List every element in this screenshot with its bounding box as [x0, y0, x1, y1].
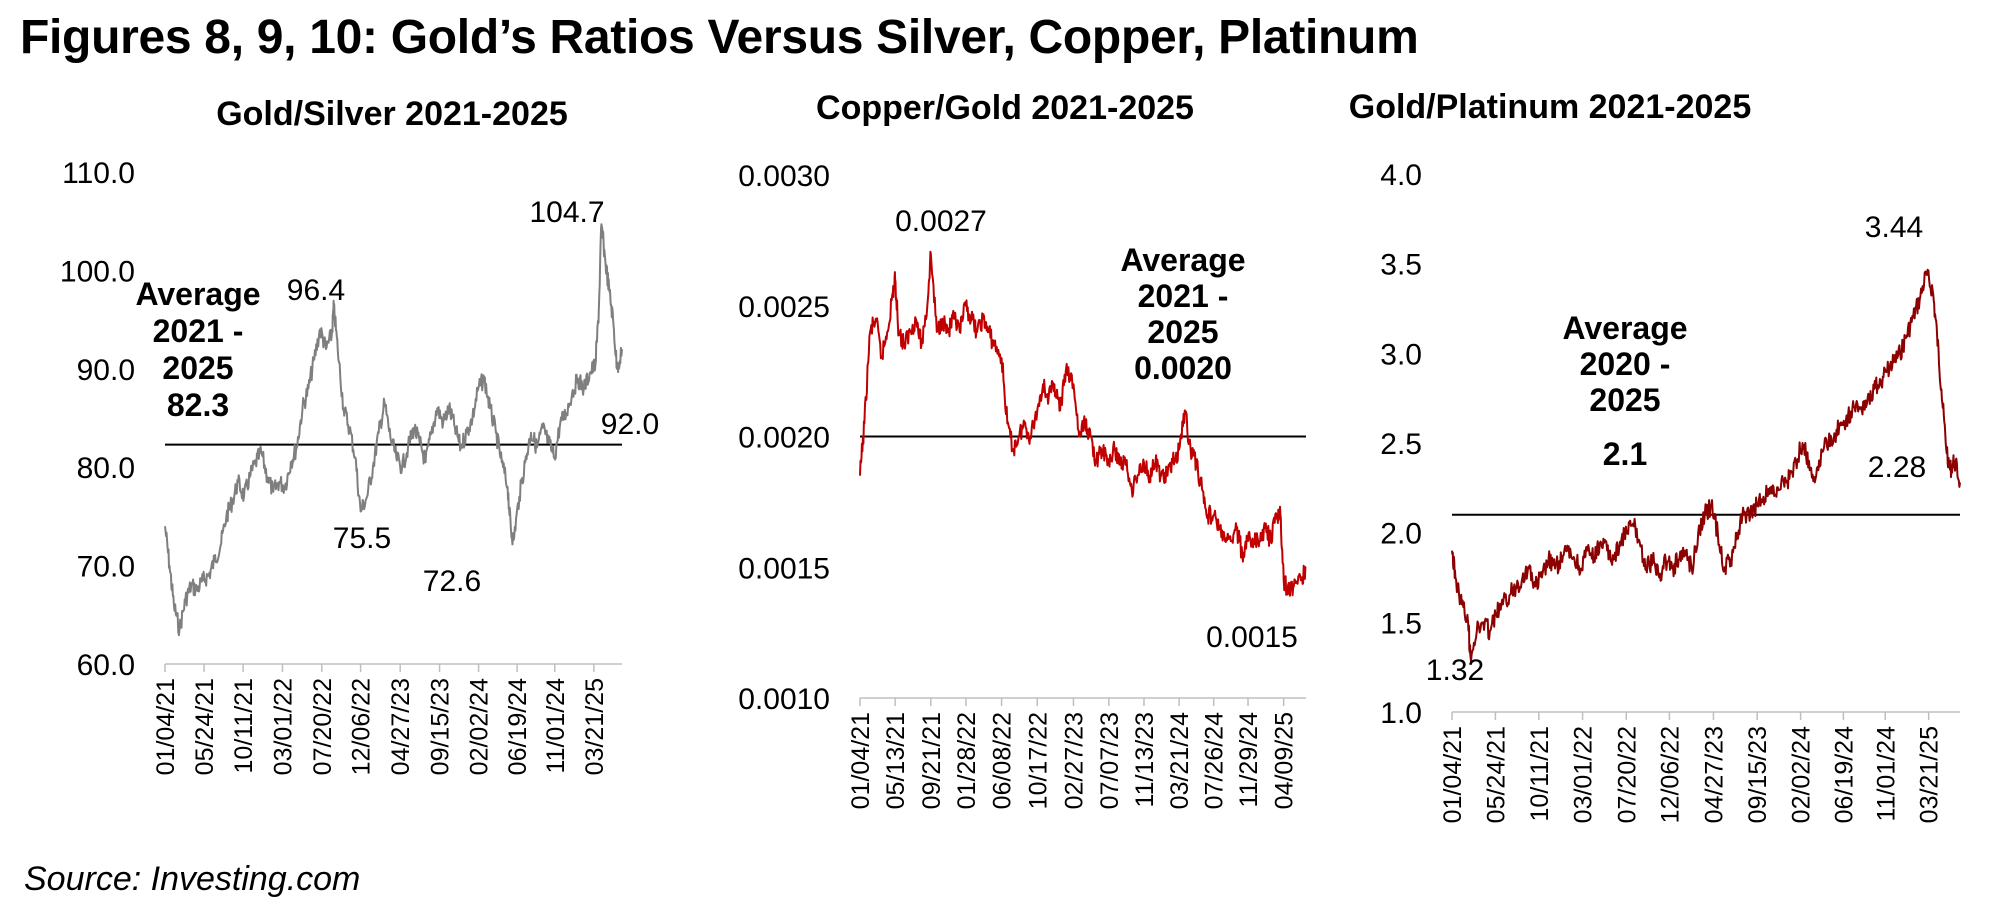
average-label: 2025 — [1147, 314, 1218, 350]
x-tick-label: 01/04/21 — [1439, 726, 1467, 823]
y-tick-label: 0.0010 — [738, 683, 830, 716]
y-tick-label: 90.0 — [77, 354, 135, 387]
x-tick-label: 09/15/23 — [427, 678, 455, 775]
gold-silver-chart: Gold/Silver 2021-2025 60.0 70.0 80.0 90.0 100… — [60, 95, 659, 775]
x-tick-label: 03/01/22 — [1570, 726, 1598, 823]
x-tick-label: 03/01/22 — [269, 678, 297, 775]
data-label-72-6: 72.6 — [423, 565, 481, 598]
series-line — [1451, 268, 1961, 663]
y-tick-label: 80.0 — [77, 452, 135, 485]
data-label-2-28: 2.28 — [1868, 451, 1926, 484]
x-tick-label: 10/17/22 — [1024, 712, 1052, 809]
x-tick-label: 10/11/21 — [230, 678, 258, 773]
x-tick-label: 07/20/22 — [309, 678, 337, 775]
y-tick-label: 0.0030 — [738, 160, 830, 193]
data-label-104-7: 104.7 — [529, 196, 604, 229]
gold-platinum-chart: Gold/Platinum 2021-2025 1.0 1.5 2.0 2.5 3.0 3.… — [1349, 88, 1961, 823]
y-tick-label: 70.0 — [77, 551, 135, 584]
x-tick-label: 01/28/22 — [953, 712, 981, 809]
y-tick-label: 100.0 — [60, 255, 135, 288]
series-line — [859, 250, 1307, 597]
y-tick-label: 1.0 — [1380, 697, 1422, 730]
copper-gold-chart: Copper/Gold 2021-2025 0.0010 0.0015 0.0020 0… — [738, 89, 1307, 809]
x-tick-label: 11/01/24 — [1872, 726, 1900, 822]
x-tick-label: 10/11/21 — [1526, 726, 1554, 821]
x-tick-label: 03/21/24 — [1166, 712, 1194, 809]
data-label-0-0027: 0.0027 — [895, 205, 987, 238]
data-label-3-44: 3.44 — [1865, 211, 1923, 244]
average-label: Average — [1120, 242, 1245, 278]
x-tick-label: 05/24/21 — [191, 678, 219, 775]
x-tick-label: 01/04/21 — [847, 712, 875, 809]
x-tick-label: 04/09/25 — [1271, 712, 1299, 809]
average-label: 0.0020 — [1134, 350, 1232, 386]
average-label: 82.3 — [167, 387, 229, 423]
average-label: 2.1 — [1603, 436, 1647, 472]
data-label-1-32: 1.32 — [1426, 654, 1484, 687]
data-label-0-0015: 0.0015 — [1206, 621, 1298, 654]
x-tick-label: 11/01/24 — [542, 678, 570, 774]
x-tick-label: 11/13/23 — [1131, 712, 1159, 807]
x-tick-label: 03/21/25 — [581, 678, 609, 775]
x-tick-label: 06/19/24 — [1830, 726, 1858, 823]
x-tick-label: 07/26/24 — [1201, 712, 1229, 809]
y-tick-label: 0.0015 — [738, 552, 830, 585]
y-tick-label: 110.0 — [62, 157, 135, 190]
x-tick-label: 11/29/24 — [1235, 712, 1263, 808]
average-label: 2025 — [1589, 382, 1660, 418]
x-tick-label: 09/21/21 — [918, 712, 946, 809]
x-tick-label: 05/13/21 — [882, 712, 910, 809]
x-tick-label: 02/02/24 — [1788, 726, 1816, 823]
chart-title: Gold/Silver 2021-2025 — [216, 95, 568, 133]
y-tick-label: 0.0020 — [738, 422, 830, 455]
x-tick-label: 12/06/22 — [1656, 726, 1684, 823]
average-label: Average — [1562, 310, 1687, 346]
x-tick-label: 05/24/21 — [1482, 726, 1510, 823]
x-tick-label: 02/27/23 — [1060, 712, 1088, 809]
series-line — [164, 223, 623, 637]
x-tick-label: 03/21/25 — [1916, 726, 1944, 823]
x-tick-label: 04/27/23 — [387, 678, 415, 775]
figure-title: Figures 8, 9, 10: Gold’s Ratios Versus S… — [20, 11, 1419, 64]
x-tick-label: 09/15/23 — [1744, 726, 1772, 823]
y-tick-label: 0.0025 — [738, 291, 830, 324]
average-label: 2020 - — [1580, 346, 1671, 382]
data-label-96-4: 96.4 — [287, 274, 345, 307]
y-tick-label: 3.5 — [1380, 249, 1422, 282]
average-label: 2021 - — [153, 313, 244, 349]
y-tick-label: 1.5 — [1380, 607, 1422, 640]
x-tick-label: 12/06/22 — [348, 678, 376, 775]
x-tick-label: 06/19/24 — [504, 678, 532, 775]
x-tick-label: 02/02/24 — [466, 678, 494, 775]
average-label: 2025 — [162, 350, 233, 386]
chart-title: Copper/Gold 2021-2025 — [816, 89, 1194, 127]
x-tick-label: 07/07/23 — [1096, 712, 1124, 809]
x-tick-label: 04/27/23 — [1700, 726, 1728, 823]
y-tick-label: 2.5 — [1380, 428, 1422, 461]
y-tick-label: 4.0 — [1380, 159, 1422, 192]
source-note: Source: Investing.com — [24, 860, 361, 898]
data-label-92-0: 92.0 — [601, 408, 659, 441]
average-label: 2021 - — [1138, 278, 1229, 314]
data-label-75-5: 75.5 — [333, 522, 391, 555]
chart-title: Gold/Platinum 2021-2025 — [1349, 88, 1752, 126]
average-label: Average — [135, 276, 260, 312]
x-tick-label: 01/04/21 — [152, 678, 180, 775]
y-tick-label: 3.0 — [1380, 338, 1422, 371]
y-tick-label: 60.0 — [77, 649, 135, 682]
x-tick-label: 06/08/22 — [989, 712, 1017, 809]
x-tick-label: 07/20/22 — [1613, 726, 1641, 823]
y-tick-label: 2.0 — [1380, 518, 1422, 551]
